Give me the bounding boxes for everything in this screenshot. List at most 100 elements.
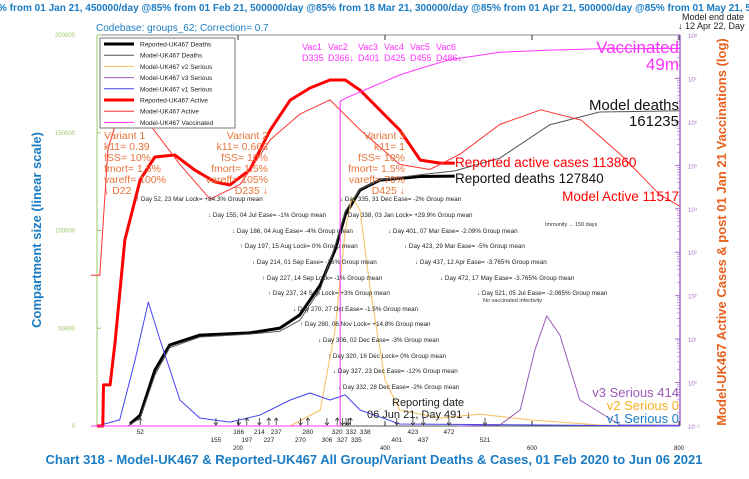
arrow-down-icon: [482, 418, 488, 426]
intervention-day-label: 472: [444, 429, 455, 436]
variant-3-line: Variant 3: [364, 130, 405, 142]
vaccination-day: D425: [384, 53, 406, 63]
variant-2-line: D235 ↓: [235, 185, 268, 197]
intervention-label: ↓ Day 437, 12 Apr Ease= -3.765% Group me…: [415, 259, 547, 266]
intervention-day-label: 155: [211, 437, 222, 444]
value-annotations: Vaccinated 49m Model end date ↓ 12 Apr 2…: [367, 12, 745, 426]
variant-2-line: fmort= 1.5%: [211, 163, 268, 175]
intervention-day-label: 327: [337, 437, 348, 444]
vaccination-day: D455: [410, 53, 432, 63]
model-active-label: Model Active 11517: [562, 189, 679, 204]
intervention-day-label: 320: [332, 429, 343, 436]
arrow-down-icon: [236, 418, 242, 426]
intervention-label: ↓ Day 155, 04 Jul Ease= -1% Group mean: [208, 212, 327, 219]
legend-box: [99, 37, 236, 129]
vaccination-day: D486↓: [436, 53, 462, 63]
arrow-down-icon: [257, 418, 262, 426]
v1-serious-label: v1 Serious 0: [607, 411, 679, 426]
model-deaths-value: 161235: [629, 113, 679, 130]
x-tick-label: 600: [527, 446, 538, 452]
model-end-label: Model end date: [682, 12, 744, 22]
variant-2-line: fSS= 10%: [221, 152, 268, 164]
legend: Reported-UK467 Deaths Model-UK467 Deaths M…: [99, 37, 236, 129]
x-tick-label: 400: [380, 446, 391, 452]
arrow-down-icon: [394, 418, 400, 426]
arrow-down-icon: [340, 418, 345, 426]
vaccination-day: D366↓: [328, 53, 354, 63]
y2-tick-label: 10⁵: [688, 163, 698, 170]
intervention-day-label: 214: [254, 429, 265, 436]
x-tick-label: 200: [233, 446, 244, 452]
variant-3-line: D425 ↓: [372, 185, 405, 197]
x-tick-label: 800: [674, 446, 685, 452]
variant-1-line: vareff= 100%: [104, 174, 166, 186]
variant-2-line: k11= 0.663: [217, 141, 269, 153]
intervention-day-label: 401: [391, 437, 402, 444]
variant-1-line: fSS= 10%: [104, 152, 151, 164]
intervention-day-label: 437: [418, 437, 429, 444]
arrow-down-icon: [446, 418, 452, 426]
y2-tick-label: 10⁴: [688, 207, 698, 214]
series-lines: [91, 48, 680, 428]
intervention-label: ↓ Day 332, 28 Dec Ease= -2% Group mean: [338, 384, 460, 391]
intervention-label: ↓ Day 521, 05 Jul Ease= -2.065% Group me…: [477, 290, 608, 297]
arrow-down-icon: [420, 418, 426, 426]
intervention-day-label: 335: [351, 437, 362, 444]
y-tick-label: 50000: [58, 326, 75, 332]
series-line-5: [96, 78, 455, 428]
vaccination-day: D401: [358, 53, 380, 63]
vaccinated-value: 49m: [646, 55, 679, 74]
legend-label: Reported-UK467 Deaths: [140, 42, 212, 49]
arrow-up-icon: [305, 417, 311, 425]
series-line-7: [91, 48, 680, 427]
variant-2-line: Variant 2: [227, 130, 268, 142]
arrow-down-icon: [213, 418, 219, 426]
vaccination-label: Vac5: [410, 42, 430, 52]
y2-tick-label: 10⁶: [688, 120, 698, 127]
arrow-down-icon: [298, 418, 303, 426]
reporting-date-label: Reporting date: [392, 397, 464, 409]
variant-3-line: fmort= 1.5%: [348, 163, 405, 175]
intervention-label: ↓ Day 306, 02 Dec Ease= -3% Group mean: [318, 337, 440, 344]
intervention-day-label: 197: [241, 437, 252, 444]
chart-title: Chart 318 - Model-UK467 & Reported-UK467…: [46, 452, 703, 467]
arrow-up-icon: [266, 417, 272, 425]
intervention-label: ↓ Day 472, 17 May Ease= -3.765% Group me…: [440, 275, 575, 282]
intervention-label: ↓ Day 335, 31 Dec Ease= -2% Group mean: [340, 196, 462, 203]
v2-serious-label: v2 Serious 0: [607, 398, 679, 413]
y2-tick-label: 10¹: [688, 338, 697, 344]
intervention-day-label: 186: [233, 429, 244, 436]
reporting-date-value: 06 Jun 21, Day 491 ↓: [367, 409, 471, 421]
y2-tick-label: 10²: [688, 295, 697, 301]
series-line-3: [458, 315, 680, 427]
v3-serious-label: v3 Serious 414: [592, 385, 679, 400]
legend-label: Model-UK467 Deaths: [140, 53, 203, 60]
vaccination-label: Vac3: [358, 42, 378, 52]
intervention-label: ↓ Day 423, 29 Mar Ease= -5% Group mean: [404, 243, 525, 250]
variant-3-line: k11= 1: [374, 141, 405, 153]
reported-active-label: Reported active cases 113860: [455, 155, 636, 170]
intervention-label: ↓ Day 401, 07 Mar Ease= -2.09% Group mea…: [388, 228, 518, 235]
arrow-up-icon: [244, 417, 250, 425]
intervention-label: ↑ Day 237, 24 Sep Lock= +3% Group mean: [268, 290, 390, 297]
intervention-day-label: 306: [322, 437, 333, 444]
legend-label: Model-UK467 Active: [140, 109, 199, 116]
reported-deaths-label: Reported deaths 127840: [455, 171, 604, 186]
variant-2-line: vareff= 105%: [206, 174, 268, 186]
intervention-label: ↑ Day 280, 06 Nov Lock= +14.8% Group mea…: [300, 321, 431, 328]
immunity-note: Immunity ... 150 days: [545, 222, 598, 228]
intervention-day-label: 52: [137, 429, 145, 436]
variant-1-line: fmort= 1.5%: [104, 163, 161, 175]
vaccination-label: Vac6: [436, 42, 456, 52]
legend-label: Model-UK467 v1 Serious: [140, 86, 213, 93]
vaccination-label: Vac4: [384, 42, 404, 52]
arrow-up-icon: [348, 417, 353, 425]
intervention-label: ↑ Day 52, 23 Mar Lock= +84.3% Group mean: [136, 196, 263, 203]
vaccinated-label: Vaccinated: [596, 38, 679, 57]
arrow-down-icon: [345, 418, 351, 426]
legend-label: Model-UK467 v2 Serious: [140, 64, 213, 71]
intervention-day-label: 270: [295, 437, 306, 444]
